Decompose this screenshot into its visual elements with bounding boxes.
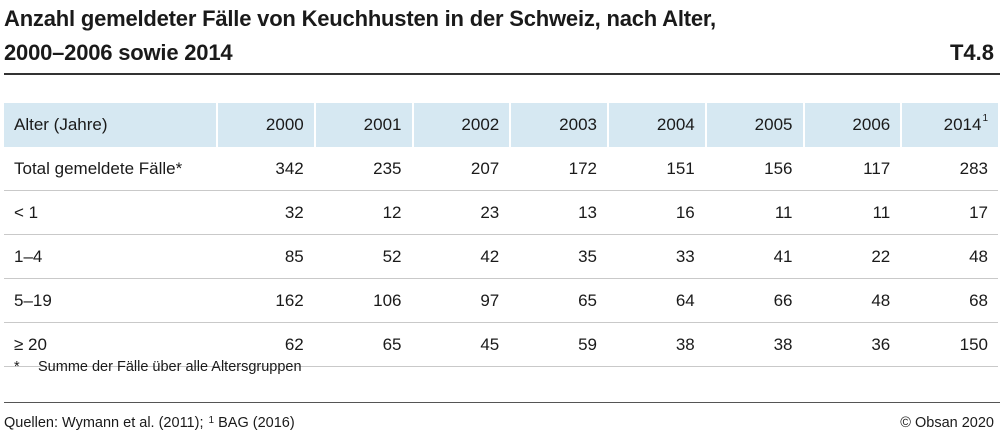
table-title: Anzahl gemeldeter Fälle von Keuchhusten … [4, 2, 904, 70]
table-row: ≥ 20 62 65 45 59 38 38 36 150 [4, 323, 998, 367]
sources: Quellen: Wymann et al. (2011); 1 BAG (20… [4, 413, 295, 433]
table-cell: 11 [802, 191, 901, 235]
table-cell: 23 [411, 191, 510, 235]
year-label: 2006 [852, 115, 891, 134]
header-cell-year: 2001 [313, 103, 412, 147]
table-cell: 17 [900, 191, 998, 235]
copyright: © Obsan 2020 [900, 415, 994, 431]
table-cell: 156 [704, 147, 803, 191]
table-cell: 207 [411, 147, 510, 191]
table-cell: 150 [900, 323, 998, 367]
header-cell-year: 2003 [509, 103, 607, 147]
cases-table: Alter (Jahre) 2000 2001 2002 2003 2004 2005 20… [4, 103, 998, 367]
table-cell: 68 [900, 279, 998, 323]
table-row: 1–4 85 52 42 35 33 41 22 48 [4, 235, 998, 279]
table-cell: 342 [216, 147, 314, 191]
table-cell: 162 [216, 279, 314, 323]
sources-suffix: BAG (2016) [214, 415, 295, 431]
header-cell-year: 2002 [411, 103, 510, 147]
table-row: Total gemeldete Fälle* 342 235 207 172 151 156… [4, 147, 998, 191]
table-cell: 52 [313, 235, 412, 279]
table-cell: 48 [802, 279, 901, 323]
year-label: 2014 [943, 115, 982, 134]
table-cell: 65 [313, 323, 412, 367]
row-label: 5–19 [4, 279, 216, 323]
footnote-text: Summe der Fälle über alle Altersgruppen [38, 359, 302, 375]
title-divider [4, 73, 1000, 75]
row-label: 1–4 [4, 235, 216, 279]
year-label: 2001 [363, 115, 402, 134]
year-label: 2003 [559, 115, 597, 134]
table-body: Total gemeldete Fälle* 342 235 207 172 151 156… [4, 147, 998, 367]
header-cell-year: 2005 [704, 103, 803, 147]
footnote: * Summe der Fälle über alle Altersgruppen [14, 357, 302, 377]
table-cell: 64 [607, 279, 705, 323]
table-header-row: Alter (Jahre) 2000 2001 2002 2003 2004 2005 20… [4, 103, 998, 147]
header-cell-year: 2006 [802, 103, 901, 147]
sources-superscript: 1 [208, 415, 215, 426]
header-cell-year: 2000 [216, 103, 314, 147]
footnote-marker: * [14, 359, 20, 375]
table-cell: 32 [216, 191, 314, 235]
table-cell: 11 [704, 191, 803, 235]
row-label: ≥ 20 [4, 323, 216, 367]
table-cell: 66 [704, 279, 803, 323]
table-cell: 235 [313, 147, 412, 191]
table-cell: 106 [313, 279, 412, 323]
table-cell: 35 [509, 235, 607, 279]
header-cell-year: 20141 [900, 103, 998, 147]
table-cell: 59 [509, 323, 607, 367]
table-cell: 62 [216, 323, 314, 367]
table-cell: 12 [313, 191, 412, 235]
year-superscript: 1 [982, 113, 988, 124]
table-cell: 151 [607, 147, 705, 191]
table-row: < 1 32 12 23 13 16 11 11 17 [4, 191, 998, 235]
table-cell: 48 [900, 235, 998, 279]
table-cell: 45 [411, 323, 510, 367]
table-cell: 97 [411, 279, 510, 323]
row-label: < 1 [4, 191, 216, 235]
title-line-2: 2000–2006 sowie 2014 [4, 40, 233, 65]
table-cell: 38 [607, 323, 705, 367]
table-cell: 13 [509, 191, 607, 235]
table-cell: 65 [509, 279, 607, 323]
footer-divider [4, 402, 1000, 403]
table-cell: 33 [607, 235, 705, 279]
table-cell: 85 [216, 235, 314, 279]
table-cell: 22 [802, 235, 901, 279]
year-label: 2000 [265, 115, 304, 134]
table-cell: 172 [509, 147, 607, 191]
table-cell: 41 [704, 235, 803, 279]
year-label: 2005 [754, 115, 793, 134]
table-cell: 38 [704, 323, 803, 367]
table-row: 5–19 162 106 97 65 64 66 48 68 [4, 279, 998, 323]
title-line-1: Anzahl gemeldeter Fälle von Keuchhusten … [4, 6, 716, 31]
table-cell: 36 [802, 323, 901, 367]
table-cell: 117 [802, 147, 901, 191]
row-label: Total gemeldete Fälle* [4, 147, 216, 191]
table-cell: 42 [411, 235, 510, 279]
sources-prefix: Quellen: Wymann et al. (2011); [4, 415, 208, 431]
header-cell-age: Alter (Jahre) [4, 103, 216, 147]
year-label: 2004 [656, 115, 695, 134]
table-id: T4.8 [949, 40, 994, 65]
table-cell: 16 [607, 191, 705, 235]
table-cell: 283 [900, 147, 998, 191]
year-label: 2002 [461, 115, 500, 134]
header-cell-year: 2004 [607, 103, 705, 147]
